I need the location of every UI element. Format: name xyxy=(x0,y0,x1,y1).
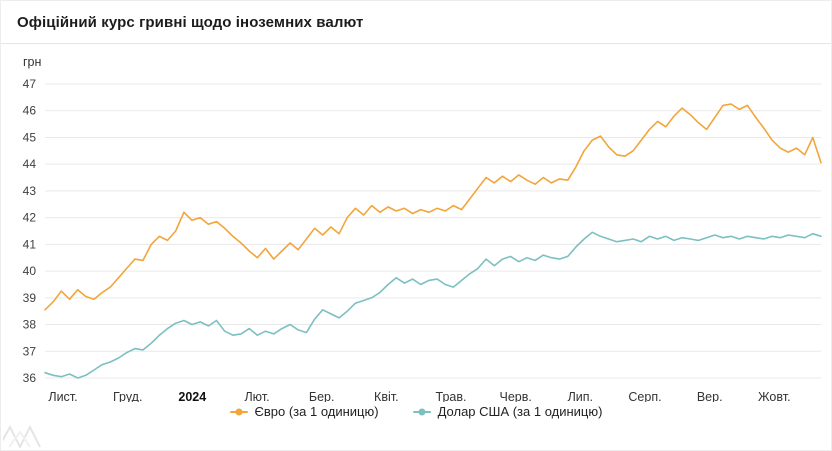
series-line-0 xyxy=(44,103,822,311)
x-tick-label: Лист. xyxy=(48,390,77,402)
y-tick-label: 36 xyxy=(23,371,37,385)
y-tick-label: 39 xyxy=(23,291,37,305)
y-tick-label: 45 xyxy=(23,130,37,144)
x-tick-label: Вер. xyxy=(697,390,723,402)
legend-label-euro: Євро (за 1 одиницю) xyxy=(254,404,379,419)
x-tick-label: Лип. xyxy=(568,390,593,402)
y-tick-label: 38 xyxy=(23,318,37,332)
y-tick-label: 37 xyxy=(23,344,37,358)
legend-label-usd: Долар США (за 1 одиницю) xyxy=(437,404,603,419)
usd-series-marker-icon xyxy=(412,408,431,415)
y-tick-label: 47 xyxy=(23,77,37,91)
page-title: Офіційний курс гривні щодо іноземних вал… xyxy=(17,14,364,31)
y-tick-label: 40 xyxy=(23,264,37,278)
y-tick-label: 43 xyxy=(23,184,37,198)
series-line-1 xyxy=(44,231,822,379)
euro-series-marker-icon xyxy=(229,408,248,415)
watermark-logo xyxy=(3,424,41,448)
x-tick-label: 2024 xyxy=(178,390,206,402)
x-tick-label: Лют. xyxy=(244,390,269,402)
legend-item-euro[interactable]: Євро (за 1 одиницю) xyxy=(229,404,379,419)
x-tick-label: Жовт. xyxy=(758,390,791,402)
y-tick-label: 44 xyxy=(23,157,37,171)
y-tick-label: 42 xyxy=(23,211,37,225)
y-tick-label: 46 xyxy=(23,104,37,118)
chart-area: грн 36 37 38 39 40 41 42 43 44 45 46 47 Лист. Груд. 20… xyxy=(1,44,831,402)
x-tick-label: Бер. xyxy=(309,390,335,402)
chart-legend: Євро (за 1 одиницю) Долар США (за 1 один… xyxy=(1,404,831,419)
x-tick-label: Серп. xyxy=(628,390,661,402)
y-axis-unit-label: грн xyxy=(23,55,42,69)
x-tick-label: Трав. xyxy=(436,390,467,402)
y-tick-label: 41 xyxy=(23,237,37,251)
x-tick-label: Груд. xyxy=(113,390,142,402)
legend-item-usd[interactable]: Долар США (за 1 одиницю) xyxy=(412,404,603,419)
chart-header: Офіційний курс гривні щодо іноземних вал… xyxy=(1,1,831,44)
x-tick-label: Квіт. xyxy=(374,390,399,402)
x-tick-label: Черв. xyxy=(500,390,532,402)
line-chart: грн 36 37 38 39 40 41 42 43 44 45 46 47 Лист. Груд. 20… xyxy=(23,55,822,402)
